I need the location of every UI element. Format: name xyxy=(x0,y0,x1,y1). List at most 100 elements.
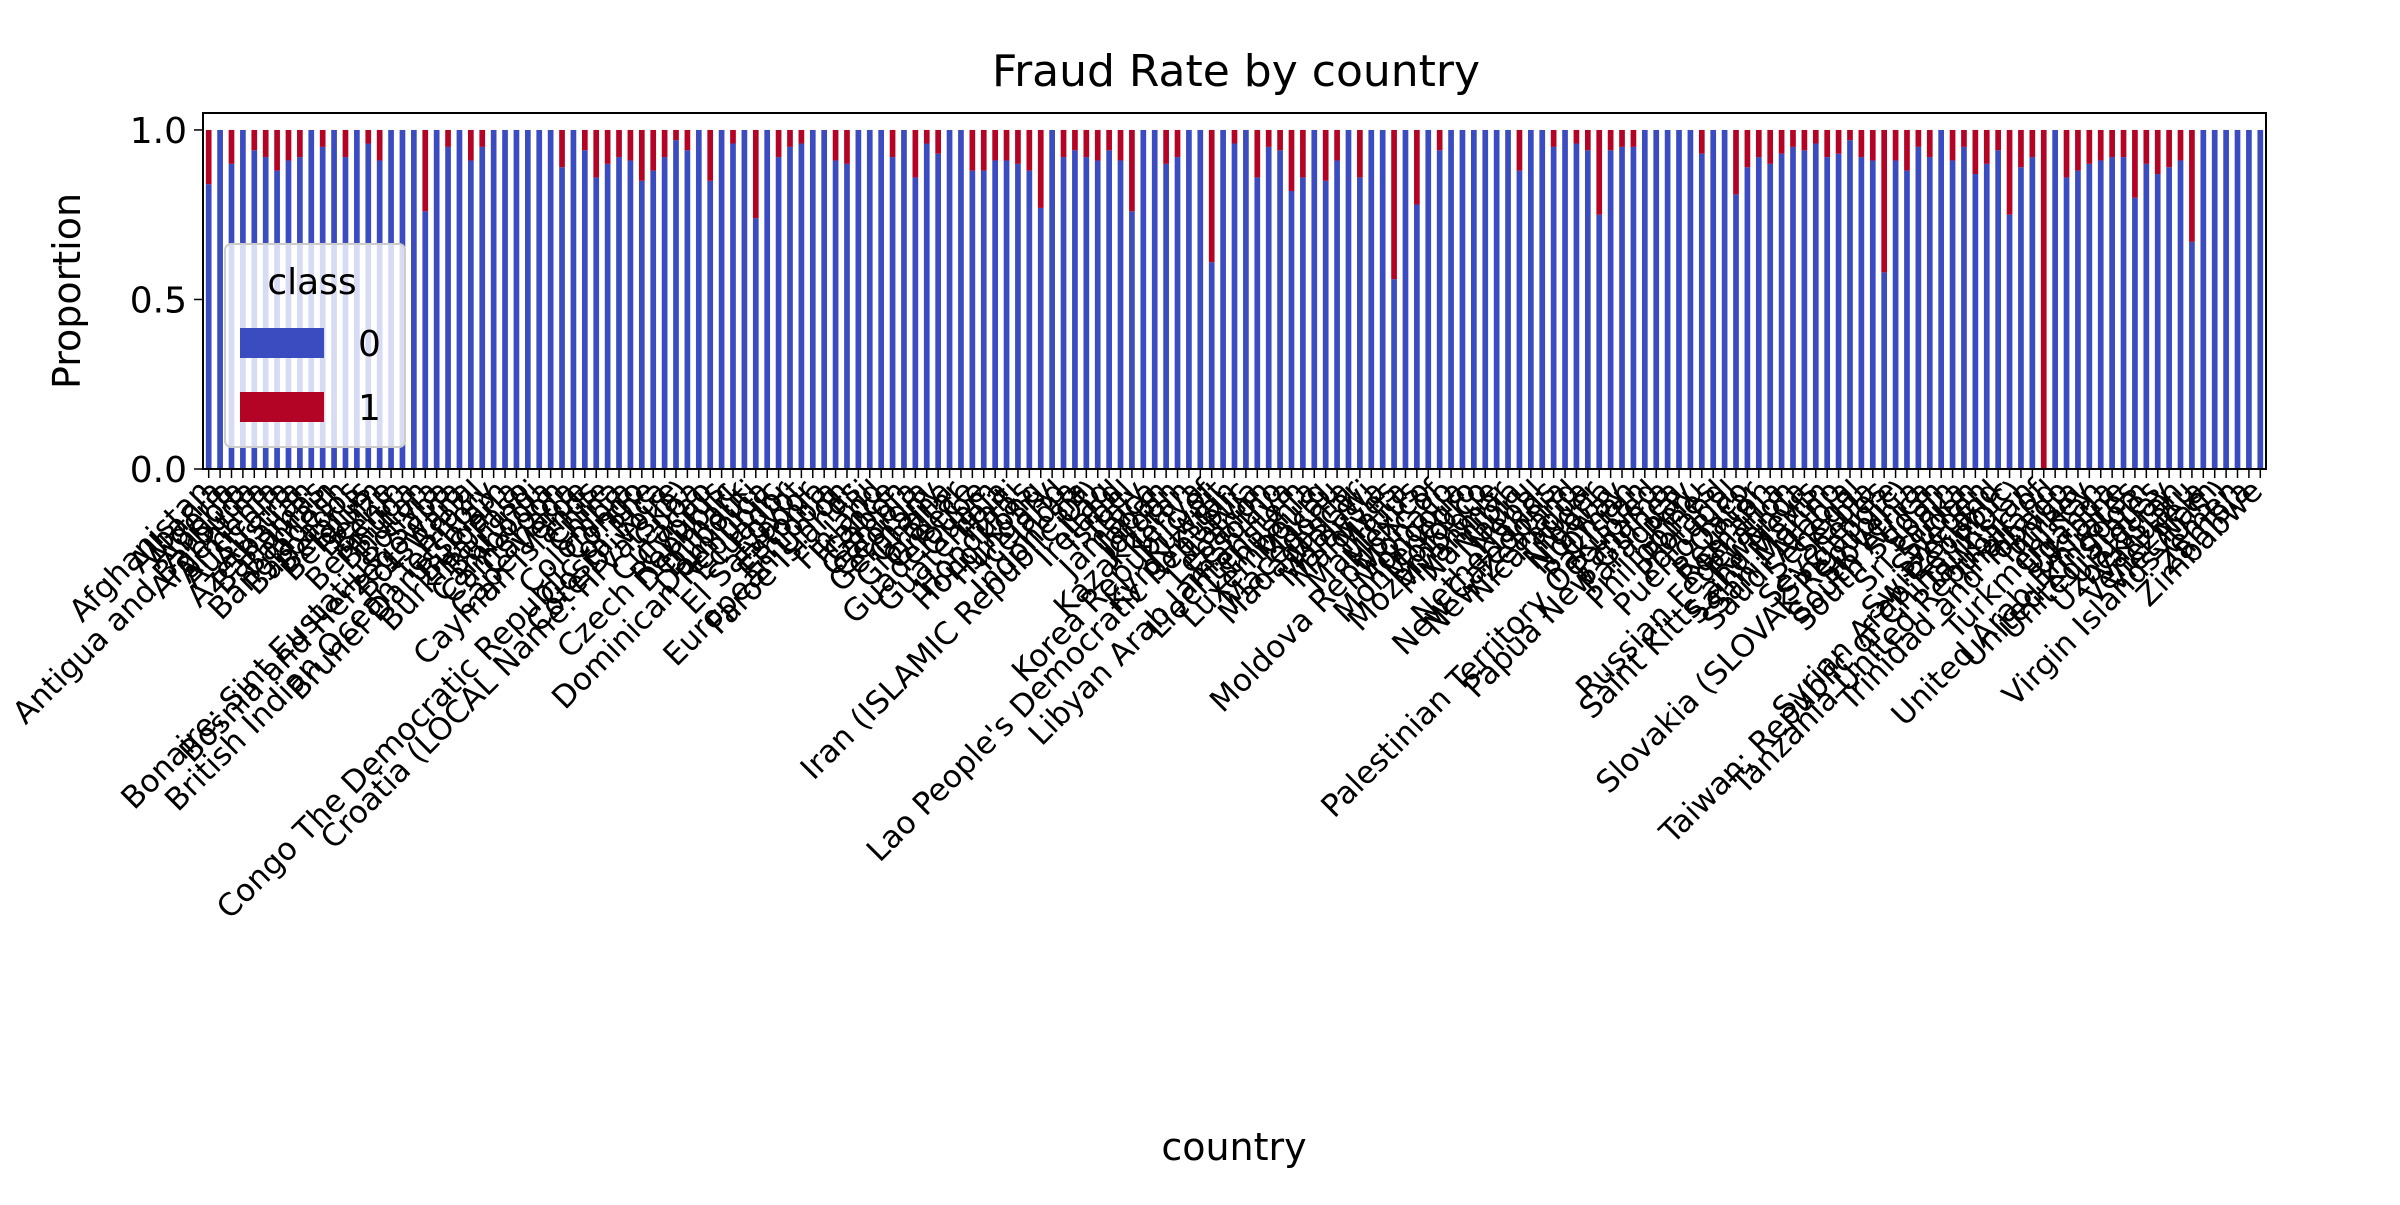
bar-class-0 xyxy=(1254,177,1261,469)
bar-class-0 xyxy=(1186,129,1192,469)
bar-class-0 xyxy=(901,129,907,469)
bar-class-0 xyxy=(1573,143,1580,469)
bar-class-1 xyxy=(1995,129,2002,151)
bar-class-1 xyxy=(1072,129,1078,151)
bar-class-0 xyxy=(1425,129,1432,469)
bar-class-0 xyxy=(1721,129,1728,469)
bar-class-0 xyxy=(2086,163,2093,469)
bar-class-1 xyxy=(1733,129,1739,195)
bar-class-1 xyxy=(285,129,292,161)
bar-class-1 xyxy=(2189,129,2195,242)
bar-class-1 xyxy=(1778,129,1785,154)
bar-class-1 xyxy=(205,129,212,185)
bar-class-0 xyxy=(787,146,793,469)
bar-class-1 xyxy=(1357,129,1363,178)
bar-class-1 xyxy=(1516,129,1523,171)
bar-class-1 xyxy=(1003,129,1010,161)
bar-class-0 xyxy=(1949,160,1956,469)
bar-class-0 xyxy=(1698,153,1705,469)
bar-class-1 xyxy=(422,129,429,212)
bar-class-0 xyxy=(1550,146,1557,469)
bar-class-0 xyxy=(1961,146,1967,469)
bar-class-0 xyxy=(1471,129,1477,469)
bar-class-0 xyxy=(1243,129,1249,469)
bar-class-1 xyxy=(1414,129,1420,205)
bar-class-0 xyxy=(1892,160,1899,469)
bar-class-0 xyxy=(1459,129,1466,469)
bar-class-1 xyxy=(1949,129,1956,161)
bar-class-0 xyxy=(1869,160,1876,469)
bar-class-0 xyxy=(570,129,577,469)
legend: class 0 1 xyxy=(224,243,406,448)
bar-class-1 xyxy=(775,129,782,158)
bar-class-0 xyxy=(1733,194,1739,469)
legend-swatch-0 xyxy=(240,328,324,358)
bar-class-0 xyxy=(1824,157,1831,470)
bar-class-1 xyxy=(1904,129,1910,171)
bar-class-0 xyxy=(559,167,565,469)
bar-class-0 xyxy=(456,129,463,469)
bar-class-1 xyxy=(2018,129,2024,168)
bar-class-0 xyxy=(1448,129,1454,469)
bar-class-1 xyxy=(1584,129,1591,151)
bar-class-0 xyxy=(1790,146,1796,469)
bar-class-0 xyxy=(958,129,964,469)
bar-class-0 xyxy=(1083,157,1090,470)
bar-class-0 xyxy=(1037,207,1044,469)
bar-class-1 xyxy=(1436,129,1443,151)
bar-class-1 xyxy=(661,129,668,158)
bar-class-1 xyxy=(1288,129,1295,191)
bar-class-1 xyxy=(616,129,622,158)
bar-class-1 xyxy=(1812,129,1819,144)
bar-class-1 xyxy=(228,129,235,164)
bar-class-1 xyxy=(787,129,793,147)
bar-class-1 xyxy=(1869,129,1876,161)
bar-class-0 xyxy=(2052,129,2058,469)
bar-class-0 xyxy=(1402,129,1409,469)
bar-class-0 xyxy=(1630,146,1637,469)
bar-class-1 xyxy=(2109,129,2115,158)
bar-class-1 xyxy=(1208,129,1215,263)
bar-class-1 xyxy=(1174,129,1181,158)
bar-class-0 xyxy=(490,129,497,469)
bar-class-0 xyxy=(1277,150,1283,470)
bar-class-0 xyxy=(1755,157,1762,470)
chart-title: Fraud Rate by country xyxy=(992,46,1480,97)
bar-class-0 xyxy=(1527,129,1534,469)
bar-class-0 xyxy=(205,184,212,469)
bar-class-0 xyxy=(673,140,679,469)
bar-class-0 xyxy=(980,170,987,469)
bar-class-1 xyxy=(912,129,919,178)
bar-class-0 xyxy=(1835,153,1842,469)
bar-class-0 xyxy=(923,143,930,469)
bar-class-1 xyxy=(479,129,486,147)
bar-class-0 xyxy=(1151,129,1158,469)
bar-class-0 xyxy=(2200,129,2207,469)
bar-class-1 xyxy=(1277,129,1283,151)
bar-class-0 xyxy=(1288,190,1295,469)
bar-class-0 xyxy=(718,129,725,469)
bars-group xyxy=(205,129,2264,470)
bar-class-1 xyxy=(1391,129,1397,280)
bar-class-0 xyxy=(1379,129,1386,469)
bar-class-0 xyxy=(433,129,440,469)
bar-class-1 xyxy=(274,129,280,171)
bar-class-1 xyxy=(559,129,565,168)
bar-class-0 xyxy=(1641,129,1648,469)
bar-class-0 xyxy=(1687,129,1694,469)
bar-class-0 xyxy=(1163,163,1169,469)
bar-class-1 xyxy=(2040,129,2047,469)
bar-class-1 xyxy=(467,129,474,161)
bar-class-0 xyxy=(764,129,771,469)
bar-class-0 xyxy=(1117,160,1124,469)
bar-class-0 xyxy=(1516,170,1523,469)
bar-class-0 xyxy=(1607,150,1614,470)
bar-class-1 xyxy=(1961,129,1967,147)
bar-class-0 xyxy=(2154,174,2161,469)
bar-class-0 xyxy=(604,163,611,469)
bar-class-0 xyxy=(1847,140,1853,469)
bar-class-0 xyxy=(2120,157,2127,470)
bar-class-0 xyxy=(1197,129,1204,469)
